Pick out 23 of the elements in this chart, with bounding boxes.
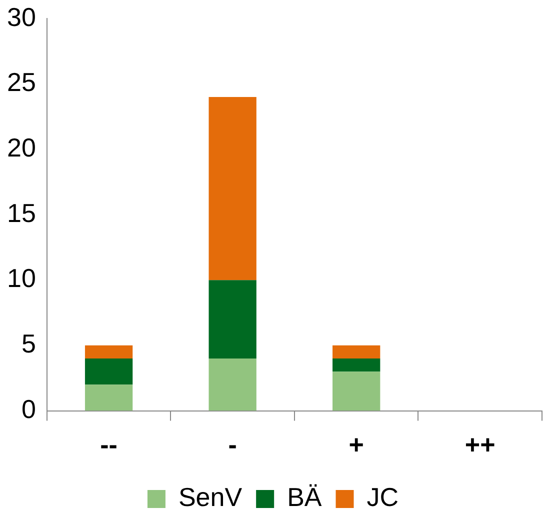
y-tick-label: 5 [21,328,36,359]
bar [208,97,256,280]
bar [332,358,380,372]
legend-label: BÄ [287,482,322,512]
legend-label: SenV [178,482,243,512]
y-tick-label: 20 [7,132,36,163]
bar [208,280,256,359]
bar [332,372,380,411]
x-tick-label: -- [100,430,118,460]
y-tick-label: 25 [7,67,36,98]
y-tick-label: 10 [7,263,36,294]
y-tick-label: 15 [7,198,36,228]
legend-label: JC [366,482,399,512]
y-tick-label: 30 [7,2,36,32]
bar [84,345,133,359]
x-tick-label: - [228,430,237,460]
x-tick-label: + [348,430,364,460]
bar [208,358,256,411]
bar [332,345,380,359]
x-tick-label: ++ [464,430,496,460]
bar [84,384,133,411]
y-tick-label: 0 [21,394,36,424]
bar [84,358,133,385]
